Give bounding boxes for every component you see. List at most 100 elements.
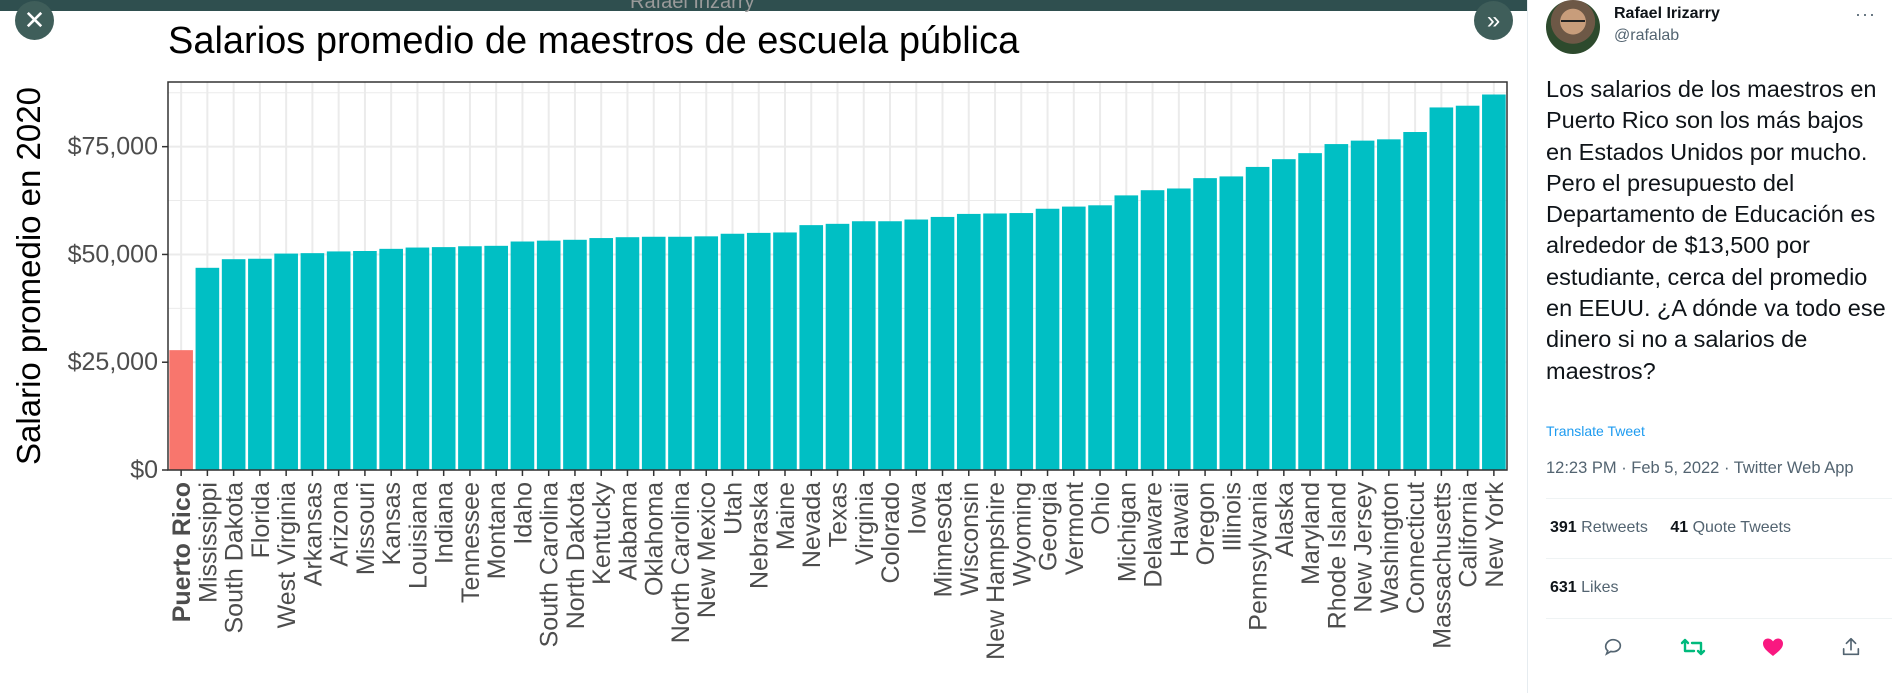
bar	[694, 236, 719, 470]
x-tick-label: Iowa	[903, 482, 931, 535]
bar	[1324, 144, 1349, 470]
engagement-stats: 391 Retweets 41 Quote Tweets	[1550, 519, 1809, 537]
bar	[405, 247, 430, 470]
x-tick-label: Nevada	[798, 482, 826, 568]
bar	[1429, 107, 1454, 471]
x-tick-label: Connecticut	[1402, 482, 1430, 614]
bar	[904, 219, 929, 470]
x-tick-label: Arizona	[326, 482, 354, 567]
x-tick-label: West Virginia	[273, 482, 301, 628]
bar	[1035, 208, 1060, 470]
quote-tweets-label: Quote Tweets	[1692, 519, 1791, 536]
media-viewer: Rafael Irizarry ✕ » Salarios promedio de…	[0, 0, 1527, 660]
x-tick-label: Missouri	[352, 482, 380, 575]
background-author-name: Rafael Irizarry	[630, 0, 755, 13]
x-tick-label: New Mexico	[693, 482, 721, 618]
x-tick-label: Massachusetts	[1428, 482, 1456, 649]
double-chevron-right-icon: »	[1486, 6, 1501, 34]
bar	[851, 221, 876, 470]
x-tick-label: Illinois	[1218, 482, 1246, 551]
x-tick-label: Alabama	[614, 482, 642, 581]
likes-label: Likes	[1581, 579, 1619, 596]
x-tick-label: Montana	[483, 482, 511, 579]
like-button[interactable]	[1756, 630, 1790, 664]
close-button[interactable]: ✕	[15, 1, 54, 40]
chart-title: Salarios promedio de maestros de escuela…	[168, 20, 1020, 62]
more-options-icon[interactable]: ···	[1855, 4, 1876, 24]
retweets-stat[interactable]: 391 Retweets	[1550, 519, 1648, 536]
x-tick-label: North Dakota	[562, 482, 590, 629]
bar	[746, 232, 771, 470]
likes-stat[interactable]: 631 Likes	[1550, 579, 1619, 596]
avatar-glasses	[1561, 20, 1585, 28]
x-tick-label: Arkansas	[299, 482, 327, 586]
panel-divider	[1527, 0, 1528, 693]
x-tick-label: Minnesota	[930, 482, 958, 597]
likes-stats: 631 Likes	[1550, 579, 1637, 597]
bar	[431, 247, 456, 470]
bar	[956, 213, 981, 471]
tweet-panel: Rafael Irizarry @rafalab ··· Los salario…	[1528, 0, 1892, 693]
bar	[1482, 94, 1506, 470]
bar	[1114, 195, 1139, 471]
share-button[interactable]	[1834, 630, 1868, 664]
likes-count: 631	[1550, 579, 1577, 596]
bar	[825, 223, 850, 470]
top-strip: Rafael Irizarry	[0, 0, 1527, 13]
bar	[169, 350, 193, 470]
x-tick-label: Florida	[247, 482, 275, 559]
x-tick-label: Louisiana	[404, 482, 432, 589]
x-tick-label: Nebraska	[746, 482, 774, 589]
x-tick-label: Delaware	[1140, 482, 1168, 588]
reply-button[interactable]	[1596, 630, 1630, 664]
bar	[983, 213, 1007, 470]
x-tick-label: New Jersey	[1350, 482, 1378, 613]
x-tick-label: Washington	[1376, 482, 1404, 613]
x-tick-label: Indiana	[431, 482, 459, 564]
x-tick-label: Kentucky	[588, 482, 616, 585]
divider	[1546, 618, 1892, 619]
bar-chart: $0 $25,000 $50,000 $75,000 Puerto RicoMissis…	[10, 81, 1509, 660]
bar	[195, 267, 220, 470]
x-tick-label: New York	[1481, 482, 1509, 588]
expand-sidebar-button[interactable]: »	[1474, 1, 1513, 40]
heart-icon	[1763, 638, 1783, 656]
x-tick-label: Pennsylvania	[1245, 482, 1273, 631]
x-tick-label: Wisconsin	[956, 482, 984, 596]
bar	[221, 259, 246, 470]
bar	[1272, 159, 1296, 470]
user-handle[interactable]: @rafalab	[1614, 27, 1680, 44]
quote-tweets-count: 41	[1670, 519, 1689, 536]
y-tick-label: $75,000	[68, 133, 158, 161]
y-axis-label: Salario promedio en 2020	[10, 87, 47, 465]
close-icon: ✕	[23, 5, 46, 35]
x-tick-label: Tennessee	[457, 482, 485, 603]
retweet-button[interactable]	[1676, 630, 1710, 664]
tweet-timestamp[interactable]: 12:23 PM · Feb 5, 2022 · Twitter Web App	[1546, 459, 1854, 477]
display-name[interactable]: Rafael Irizarry	[1614, 5, 1720, 22]
bar	[379, 248, 403, 470]
bar	[1403, 132, 1427, 470]
y-tick-label: $0	[130, 456, 158, 484]
bar	[274, 253, 298, 470]
bar	[300, 253, 325, 470]
retweets-label: Retweets	[1581, 519, 1648, 536]
bar	[1193, 178, 1217, 471]
bar	[248, 258, 272, 470]
bar	[1298, 153, 1322, 470]
x-tick-label: Idaho	[509, 482, 537, 545]
bar	[930, 216, 955, 470]
avatar[interactable]	[1546, 0, 1600, 54]
x-tick-label: Hawaii	[1166, 482, 1194, 557]
bar	[589, 238, 614, 470]
y-tick-label: $25,000	[68, 348, 158, 376]
bar	[641, 236, 666, 470]
translate-tweet-link[interactable]: Translate Tweet	[1546, 423, 1645, 439]
bar	[615, 237, 640, 470]
x-tick-label: Rhode Island	[1323, 482, 1351, 629]
bar	[1245, 166, 1270, 470]
x-tick-label: Kansas	[378, 482, 406, 565]
bar	[1088, 205, 1112, 470]
retweets-count: 391	[1550, 519, 1577, 536]
quote-tweets-stat[interactable]: 41 Quote Tweets	[1670, 519, 1791, 536]
